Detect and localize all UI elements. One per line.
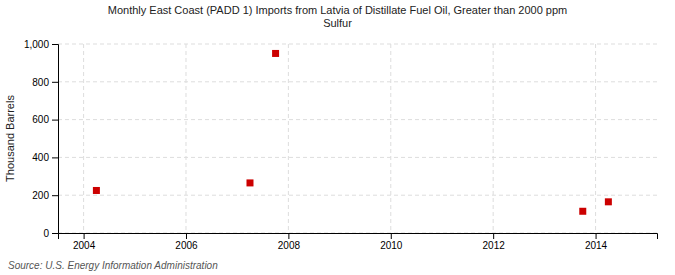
tick-mark bbox=[52, 233, 58, 234]
tick-mark bbox=[186, 233, 187, 239]
x-axis: 2004 2006 2008 2010 2012 2014 bbox=[59, 233, 658, 251]
grid-line bbox=[288, 44, 289, 233]
tick: 600 bbox=[32, 114, 58, 125]
tick: 2004 bbox=[73, 233, 96, 251]
tick: 200 bbox=[32, 190, 58, 201]
tick: 1,000 bbox=[24, 39, 58, 50]
grid-line bbox=[58, 157, 657, 158]
plot: 2004 2006 2008 2010 2012 2014 0 200 400 600 800 1,0… bbox=[4, 39, 658, 251]
tick-label: 400 bbox=[32, 152, 49, 163]
tick: 2014 bbox=[585, 233, 608, 251]
tick-mark bbox=[52, 82, 58, 83]
points bbox=[93, 50, 612, 215]
tick-label: 2008 bbox=[278, 240, 301, 251]
tick-label: 600 bbox=[32, 114, 49, 125]
tick-label: 1,000 bbox=[24, 39, 49, 50]
tick-mark bbox=[391, 233, 392, 239]
grid-line bbox=[58, 119, 657, 120]
tick-label: 2004 bbox=[73, 240, 96, 251]
grid-line bbox=[58, 44, 657, 45]
tick-mark bbox=[52, 120, 58, 121]
tick: 800 bbox=[32, 77, 58, 88]
tick: 2012 bbox=[483, 233, 506, 251]
tick: 0 bbox=[43, 228, 58, 239]
tick-mark bbox=[52, 157, 58, 158]
tick: 2008 bbox=[278, 233, 301, 251]
axis-line bbox=[52, 45, 59, 234]
tick-label: 2012 bbox=[483, 240, 506, 251]
title: Monthly East Coast (PADD 1) Imports from… bbox=[108, 4, 568, 29]
y-axis-title: Thousand Barrels bbox=[4, 95, 16, 182]
tick-label: 800 bbox=[32, 77, 49, 88]
point bbox=[579, 208, 586, 215]
tick-mark bbox=[493, 233, 494, 239]
axis-line bbox=[59, 234, 658, 240]
tick: 2006 bbox=[175, 233, 198, 251]
point bbox=[272, 50, 279, 57]
grid-line bbox=[58, 81, 657, 82]
point bbox=[246, 179, 253, 186]
tick-label: 2006 bbox=[175, 240, 198, 251]
chart: Monthly East Coast (PADD 1) Imports from… bbox=[0, 0, 675, 275]
tick-mark bbox=[84, 233, 85, 239]
grid-line bbox=[595, 44, 596, 233]
tick: 2010 bbox=[380, 233, 403, 251]
source: Source: U.S. Energy Information Administ… bbox=[8, 260, 218, 271]
tick-label: 0 bbox=[43, 228, 49, 239]
y-axis: 0 200 400 600 800 1,000 bbox=[24, 39, 59, 239]
tick-mark bbox=[288, 233, 289, 239]
tick-label: 200 bbox=[32, 190, 49, 201]
tick-label: 2014 bbox=[585, 240, 608, 251]
point bbox=[93, 187, 100, 194]
tick-mark bbox=[596, 233, 597, 239]
tick-label: 2010 bbox=[380, 240, 403, 251]
grid bbox=[58, 44, 657, 233]
grid-line bbox=[493, 44, 494, 233]
grid-line bbox=[58, 195, 657, 196]
grid-line bbox=[185, 44, 186, 233]
tick-mark bbox=[52, 195, 58, 196]
tick: 400 bbox=[32, 152, 58, 163]
grid-line bbox=[83, 44, 84, 233]
grid-line bbox=[390, 44, 391, 233]
tick-mark bbox=[52, 44, 58, 45]
point bbox=[605, 198, 612, 205]
